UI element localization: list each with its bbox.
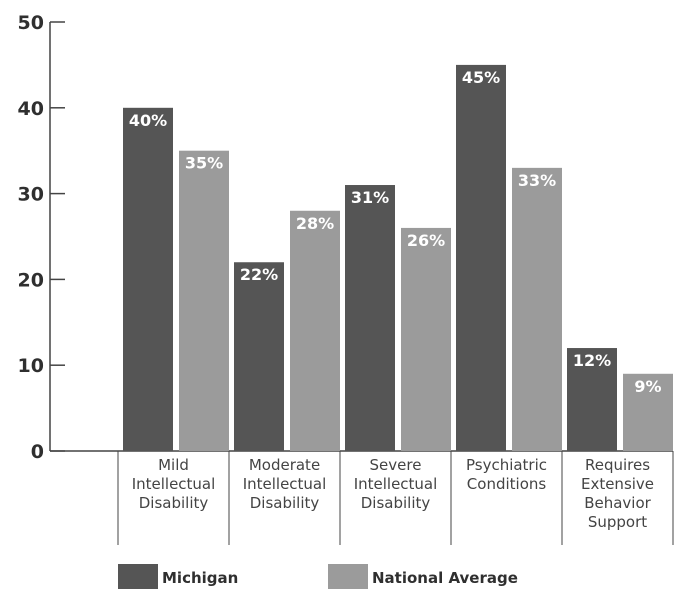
category-label-line: Intellectual (132, 475, 216, 493)
category-label-line: Mild (158, 456, 189, 474)
bar-value-label: 28% (296, 214, 334, 233)
legend-label: Michigan (162, 569, 238, 587)
category-label-line: Disability (361, 494, 431, 512)
bar-michigan (567, 348, 617, 451)
bar-value-label: 33% (518, 171, 556, 190)
category-label: Severe Intellectual Disability (354, 456, 438, 512)
y-tick-label: 20 (18, 269, 44, 291)
category-label-line: Moderate (249, 456, 320, 474)
bar-value-label: 35% (185, 154, 223, 173)
category-label-line: Extensive (581, 475, 654, 493)
category-label: Requires Extensive Behavior Support (581, 456, 654, 531)
bar-national-average (623, 373, 673, 451)
bar-michigan (234, 262, 284, 451)
legend-swatch (328, 564, 368, 589)
bar-michigan (123, 107, 173, 452)
category-label-line: Requires (585, 456, 650, 474)
category-label: Psychiatric Conditions (466, 456, 547, 493)
bar-value-label: 12% (573, 351, 611, 370)
category-label-line: Psychiatric (466, 456, 547, 474)
legend-swatch (118, 564, 158, 589)
y-tick-label: 50 (18, 12, 44, 34)
category-label-line: Support (588, 513, 647, 531)
category-label-line: Disability (139, 494, 209, 512)
category-label-line: Intellectual (354, 475, 438, 493)
legend-label: National Average (372, 569, 518, 587)
bar-value-label: 26% (407, 231, 445, 250)
bar-michigan (345, 185, 395, 451)
bar-national-average (401, 227, 451, 451)
bar-value-label: 31% (351, 188, 389, 207)
bar-value-label: 40% (129, 111, 167, 130)
category-label-line: Behavior (584, 494, 651, 512)
y-tick-label: 10 (18, 355, 44, 377)
bar-national-average (512, 167, 562, 452)
bar-national-average (179, 150, 229, 451)
y-tick-label: 40 (18, 98, 44, 120)
y-tick-label: 30 (18, 184, 44, 206)
category-label-line: Disability (250, 494, 320, 512)
y-axis: 0 10 20 30 40 50 (18, 12, 65, 463)
category-label-line: Conditions (467, 475, 547, 493)
bar-national-average (290, 210, 340, 451)
bar-value-label: 45% (462, 68, 500, 87)
category-label-line: Intellectual (243, 475, 327, 493)
legend: Michigan National Average (118, 564, 518, 589)
bar-value-label: 22% (240, 265, 278, 284)
category-label-line: Severe (370, 456, 422, 474)
bar-value-label: 9% (634, 377, 661, 396)
bar-michigan (456, 64, 506, 452)
y-tick-label: 0 (31, 441, 44, 463)
category-label: Mild Intellectual Disability (132, 456, 216, 512)
bars: 40% 35% 22% 28% 31% 26% 45% 33% 12% 9% (123, 64, 673, 452)
category-label: Moderate Intellectual Disability (243, 456, 327, 512)
